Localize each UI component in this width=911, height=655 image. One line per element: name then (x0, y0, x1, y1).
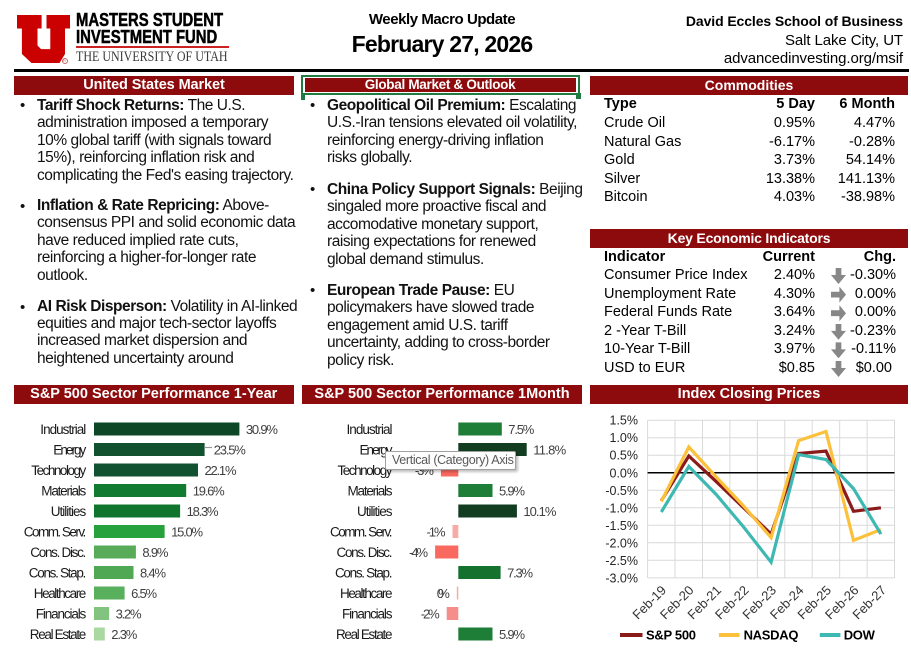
svg-text:-3.0%: -3.0% (605, 571, 638, 585)
svg-text:5.9%: 5.9% (499, 483, 525, 498)
svg-text:Comm. Serv.: Comm. Serv. (24, 524, 87, 539)
svg-text:-2.5%: -2.5% (605, 554, 638, 568)
svg-text:Industrial: Industrial (40, 422, 86, 437)
svg-text:Comm. Serv.: Comm. Serv. (330, 524, 393, 539)
svg-text:-4%: -4% (409, 545, 428, 560)
svg-text:Financials: Financials (36, 606, 87, 621)
svg-text:11.8%: 11.8% (533, 442, 566, 457)
svg-text:15.0%: 15.0% (171, 524, 203, 539)
svg-text:19.6%: 19.6% (193, 483, 225, 498)
svg-text:Technology: Technology (338, 463, 393, 478)
svg-text:Financials: Financials (342, 606, 393, 621)
svg-text:0%: 0% (437, 586, 450, 601)
svg-text:-0.5%: -0.5% (605, 484, 638, 498)
svg-text:0.0%: 0.0% (610, 466, 639, 480)
svg-text:5.9%: 5.9% (499, 627, 525, 642)
svg-text:-2.0%: -2.0% (605, 536, 638, 550)
svg-text:0.5%: 0.5% (610, 449, 639, 463)
svg-text:Utilities: Utilities (357, 504, 393, 519)
svg-text:Real Estate: Real Estate (30, 627, 87, 642)
svg-text:Healthcare: Healthcare (34, 586, 87, 601)
svg-text:8.4%: 8.4% (140, 565, 166, 580)
svg-text:Utilities: Utilities (51, 504, 87, 519)
svg-text:-1%: -1% (427, 524, 446, 539)
svg-text:23.5%: 23.5% (214, 442, 246, 457)
svg-text:6.5%: 6.5% (131, 586, 157, 601)
svg-text:Materials: Materials (41, 483, 86, 498)
svg-text:18.3%: 18.3% (187, 504, 219, 519)
svg-text:NASDAQ: NASDAQ (744, 628, 799, 643)
svg-text:Cons. Stap.: Cons. Stap. (335, 565, 393, 580)
svg-text:S&P 500: S&P 500 (646, 628, 696, 643)
svg-text:22.1%: 22.1% (205, 463, 237, 478)
svg-text:Energy: Energy (53, 442, 86, 457)
svg-text:10.1%: 10.1% (523, 504, 556, 519)
svg-text:8.9%: 8.9% (142, 545, 168, 560)
svg-text:7.3%: 7.3% (507, 565, 533, 580)
svg-text:-1.0%: -1.0% (605, 501, 638, 515)
svg-text:DOW: DOW (844, 628, 876, 643)
svg-text:Industrial: Industrial (347, 422, 393, 437)
svg-text:7.5%: 7.5% (508, 422, 534, 437)
svg-text:Technology: Technology (31, 463, 86, 478)
svg-text:Cons. Stap.: Cons. Stap. (29, 565, 87, 580)
svg-text:Cons. Disc.: Cons. Disc. (30, 545, 86, 560)
svg-text:2.3%: 2.3% (111, 627, 137, 642)
svg-text:1.0%: 1.0% (610, 431, 639, 445)
svg-text:-1.5%: -1.5% (605, 519, 638, 533)
svg-text:Real Estate: Real Estate (336, 627, 393, 642)
svg-text:Cons. Disc.: Cons. Disc. (337, 545, 393, 560)
svg-text:Energy: Energy (360, 442, 393, 457)
svg-text:Materials: Materials (348, 483, 393, 498)
svg-text:1.5%: 1.5% (610, 414, 639, 428)
svg-text:30.9%: 30.9% (246, 422, 278, 437)
svg-text:-2%: -2% (421, 606, 440, 621)
svg-text:3.2%: 3.2% (116, 606, 142, 621)
svg-text:Healthcare: Healthcare (340, 586, 393, 601)
